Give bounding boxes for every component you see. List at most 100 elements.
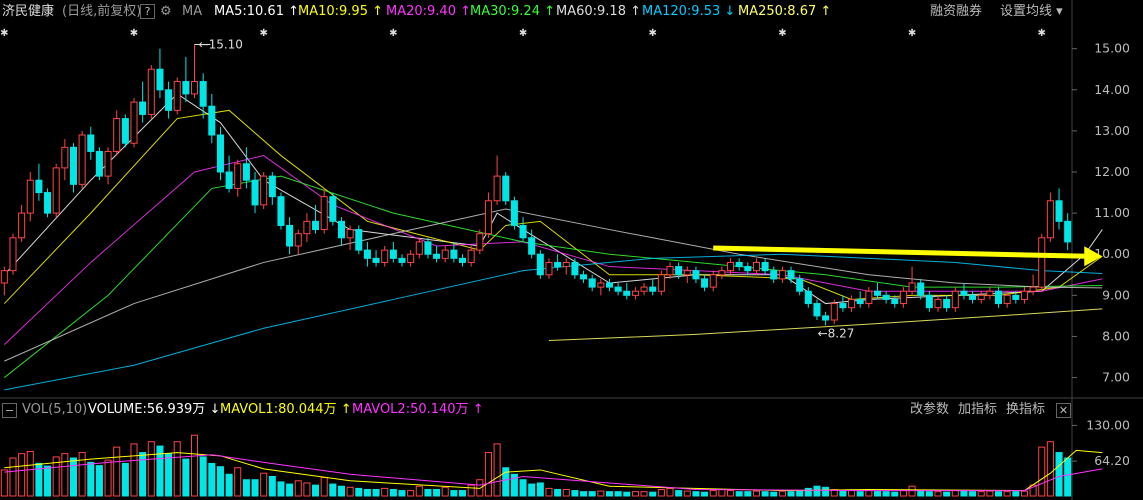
ma10-line bbox=[3, 109, 1103, 304]
volume-bar bbox=[614, 491, 622, 497]
info-marker: ✱ bbox=[130, 28, 138, 39]
volume-bar bbox=[69, 457, 78, 497]
volume-bar bbox=[87, 461, 95, 497]
zoom-icon[interactable]: − bbox=[2, 403, 17, 418]
candle bbox=[1064, 220, 1072, 243]
ma30-value: MA30:9.24 ↑ bbox=[470, 4, 556, 19]
ma60-value: MA60:9.18 ↑ bbox=[556, 4, 642, 19]
volume-bar bbox=[458, 490, 467, 497]
volume-bar bbox=[510, 473, 518, 497]
period-mode[interactable]: (日线,前复权) bbox=[62, 4, 142, 19]
candle bbox=[787, 270, 795, 280]
candle bbox=[891, 298, 899, 305]
mavol1-line bbox=[4, 449, 1103, 492]
candle bbox=[35, 179, 43, 194]
info-marker: ✱ bbox=[1038, 28, 1046, 39]
volume-bar bbox=[44, 465, 52, 497]
candle bbox=[182, 81, 190, 95]
candle bbox=[9, 237, 17, 272]
candle bbox=[873, 290, 882, 296]
volume-bar bbox=[199, 456, 207, 497]
close-icon[interactable]: ✕ bbox=[1056, 403, 1071, 418]
volume-bar bbox=[545, 487, 553, 497]
volume-bar bbox=[9, 457, 17, 497]
info-marker: ✱ bbox=[0, 28, 8, 39]
gear-icon[interactable]: ⚙ bbox=[160, 4, 172, 19]
volume-bar bbox=[415, 485, 423, 497]
candle bbox=[286, 224, 294, 247]
ma250-line bbox=[548, 308, 1103, 342]
help-icon[interactable]: ? bbox=[140, 4, 155, 19]
volume-bar bbox=[286, 483, 294, 497]
volume-bar bbox=[934, 491, 942, 497]
mavol1-value: MAVOL1:80.044万 ↑ bbox=[220, 402, 352, 417]
candle bbox=[718, 270, 726, 276]
volume-bar bbox=[960, 490, 968, 497]
change-params-button[interactable]: 改参数 bbox=[910, 402, 950, 417]
candle bbox=[882, 294, 890, 300]
volume-bar bbox=[346, 486, 354, 497]
candle bbox=[692, 270, 700, 280]
volume-bar bbox=[407, 490, 415, 497]
candle bbox=[554, 261, 562, 268]
info-marker: ✱ bbox=[908, 28, 916, 39]
candle bbox=[770, 270, 778, 280]
candle bbox=[173, 81, 181, 111]
y-tick-label: 12.00 bbox=[1094, 164, 1130, 179]
volume-bar bbox=[761, 491, 769, 497]
candle bbox=[355, 229, 363, 251]
y-tick-label: 8.00 bbox=[1102, 328, 1130, 343]
volume-bar bbox=[1020, 490, 1028, 497]
volume-bar bbox=[951, 490, 959, 497]
candle bbox=[683, 270, 691, 276]
volume-bar bbox=[986, 490, 994, 497]
volume-bar bbox=[216, 466, 224, 497]
volume-bar bbox=[899, 490, 907, 497]
candle bbox=[580, 274, 588, 280]
candle bbox=[208, 105, 216, 136]
volume-bar bbox=[398, 490, 406, 497]
volume-bar bbox=[493, 443, 501, 497]
candle bbox=[303, 220, 311, 235]
volume-bar bbox=[796, 490, 804, 497]
candle bbox=[1020, 290, 1028, 300]
y-tick-label: 14.00 bbox=[1094, 82, 1130, 97]
ma5-value: MA5:10.61 ↑ bbox=[214, 4, 300, 19]
candle bbox=[657, 274, 665, 292]
volume-bar bbox=[52, 456, 60, 497]
volume-bar bbox=[770, 491, 778, 497]
ma10-value: MA10:9.95 ↑ bbox=[298, 4, 384, 19]
candle bbox=[52, 167, 60, 214]
volume-bar bbox=[113, 446, 121, 497]
candle bbox=[528, 237, 536, 255]
info-marker: ✱ bbox=[778, 28, 786, 39]
y-tick-label: 15.00 bbox=[1094, 41, 1130, 56]
candle bbox=[822, 315, 830, 321]
volume-bar bbox=[242, 479, 250, 497]
volume-bar bbox=[95, 465, 103, 497]
set-ma-button[interactable]: 设置均线 ▾ bbox=[1000, 4, 1063, 19]
volume-bar bbox=[787, 491, 795, 497]
candle bbox=[1012, 294, 1020, 300]
y-tick-label: 7.00 bbox=[1102, 370, 1130, 385]
candle bbox=[216, 134, 224, 173]
candle bbox=[312, 220, 320, 231]
candle bbox=[899, 290, 907, 305]
volume-bar bbox=[701, 491, 709, 497]
volume-bar bbox=[735, 491, 743, 497]
volume-bar bbox=[165, 453, 173, 497]
switch-indicator-button[interactable]: 换指标 bbox=[1006, 402, 1046, 417]
candle bbox=[415, 241, 423, 255]
margin-trading-button[interactable]: 融资融券 bbox=[930, 4, 983, 19]
candle bbox=[839, 303, 847, 309]
candle bbox=[925, 294, 933, 309]
volume-bar bbox=[822, 486, 830, 497]
candle bbox=[597, 282, 605, 288]
candle bbox=[588, 278, 596, 288]
add-indicator-button[interactable]: 加指标 bbox=[958, 402, 998, 417]
candle bbox=[381, 249, 389, 263]
volume-bar bbox=[528, 483, 536, 497]
candle bbox=[726, 261, 735, 272]
vol-y-tick-label: 64.20 bbox=[1094, 453, 1130, 468]
